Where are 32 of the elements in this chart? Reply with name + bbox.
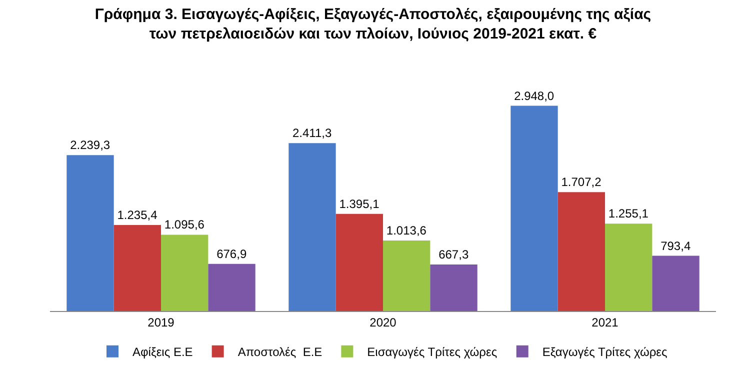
bar bbox=[558, 192, 605, 311]
legend-label: Εξαγωγές Τρίτες χώρες bbox=[542, 345, 668, 360]
bar bbox=[383, 240, 430, 311]
bar bbox=[605, 224, 652, 311]
x-tick-label: 2020 bbox=[370, 315, 397, 330]
chart-title: Γράφημα 3. Εισαγωγές-Αφίξεις, Εξαγωγές-Αποστολές, εξαιρουμένης της αξίας των πετρελαιοειδών και των πλοίων, Ιούνιος 2019-2021 εκατ. € bbox=[94, 6, 652, 42]
legend-label: Εισαγωγές Τρίτες χώρες bbox=[367, 345, 498, 360]
data-label: 676,9 bbox=[216, 246, 247, 261]
data-label: 2.411,3 bbox=[292, 126, 332, 140]
data-label: 1.235,4 bbox=[117, 208, 158, 222]
data-label: 2.948,0 bbox=[514, 88, 554, 103]
bar bbox=[430, 264, 478, 311]
data-label: 1.395,1 bbox=[339, 196, 380, 211]
data-label: 2.239,3 bbox=[70, 138, 110, 152]
data-label: 667,3 bbox=[438, 248, 469, 262]
bar bbox=[66, 155, 114, 311]
legend-label: Αφίξεις Ε.Ε bbox=[132, 345, 193, 360]
bar bbox=[161, 234, 208, 311]
data-label: 1.013,6 bbox=[386, 223, 427, 238]
x-tick-label: 2021 bbox=[592, 315, 619, 330]
data-label: 1.095,6 bbox=[164, 218, 205, 232]
bar bbox=[114, 225, 161, 311]
bar bbox=[510, 106, 558, 311]
bar bbox=[336, 214, 383, 311]
data-label: 793,4 bbox=[660, 238, 691, 253]
legend-label: Αποστολές Ε.Ε bbox=[238, 345, 322, 360]
bar bbox=[288, 143, 336, 311]
bar bbox=[208, 264, 256, 311]
x-tick-label: 2019 bbox=[148, 315, 175, 330]
data-label: 1.707,2 bbox=[561, 175, 602, 190]
bar bbox=[652, 256, 700, 311]
data-label: 1.255,1 bbox=[608, 206, 649, 221]
